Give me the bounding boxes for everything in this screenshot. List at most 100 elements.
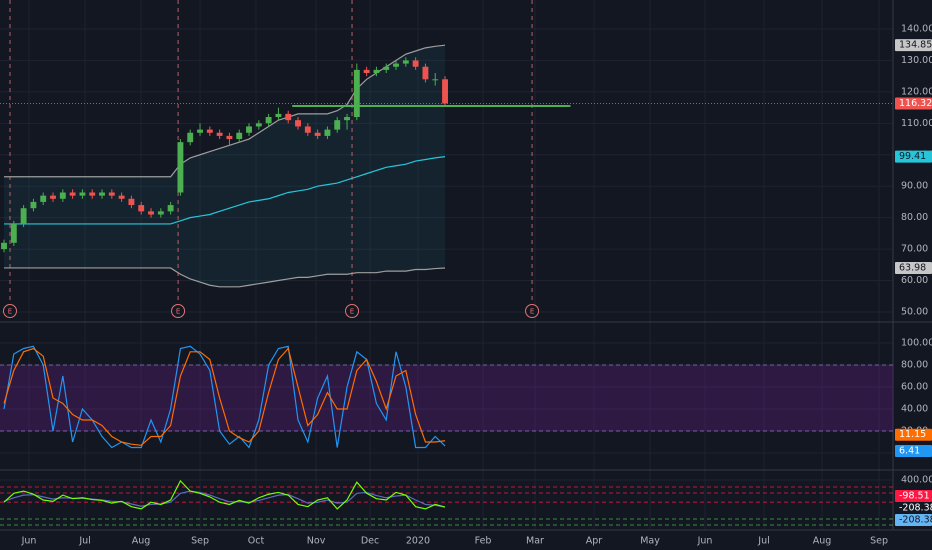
y-tick-label: 400.00 bbox=[901, 475, 932, 486]
price-badge-label: -98.51 bbox=[899, 491, 930, 502]
price-badge bbox=[895, 39, 932, 52]
y-tick-label: 90.00 bbox=[901, 181, 928, 192]
candle-body bbox=[50, 195, 56, 199]
event-label: E bbox=[350, 308, 354, 316]
price-badge bbox=[895, 150, 932, 163]
event-label: E bbox=[176, 308, 180, 316]
x-tick-label: Mar bbox=[526, 536, 544, 547]
candle-body bbox=[304, 126, 311, 133]
candle-body bbox=[177, 142, 184, 193]
candle-body bbox=[30, 201, 37, 209]
series-line bbox=[3, 347, 446, 446]
candle-body bbox=[128, 198, 135, 206]
x-tick-label: Jul bbox=[757, 536, 769, 547]
candle-body bbox=[187, 132, 194, 143]
series-line bbox=[3, 479, 446, 510]
y-tick-label: 140.00 bbox=[901, 23, 932, 34]
price-badge bbox=[895, 97, 932, 110]
candle-body bbox=[275, 113, 282, 118]
y-tick-label: 80.00 bbox=[901, 360, 928, 371]
y-tick-label: 120.00 bbox=[901, 86, 932, 97]
price-badge-label: -208.38 bbox=[899, 503, 932, 514]
candle-body bbox=[167, 205, 174, 212]
x-tick-label: Jul bbox=[78, 536, 90, 547]
event-marker bbox=[171, 304, 186, 318]
price-badge-label: -208.38 bbox=[899, 515, 932, 526]
x-tick-label: Aug bbox=[813, 536, 832, 547]
event-label: E bbox=[8, 308, 12, 316]
event-marker bbox=[345, 304, 360, 318]
y-tick-label: 60.00 bbox=[901, 275, 928, 286]
candle-body bbox=[59, 192, 66, 199]
x-tick-label: Sep bbox=[870, 536, 888, 547]
candle-body bbox=[1, 242, 7, 250]
x-tick-label: Feb bbox=[475, 536, 492, 547]
candle-body bbox=[69, 192, 76, 196]
band-line bbox=[4, 267, 446, 288]
y-tick-label: 100.00 bbox=[901, 337, 932, 348]
candle-body bbox=[157, 211, 164, 215]
candle-body bbox=[402, 60, 409, 64]
x-tick-label: Sep bbox=[191, 536, 209, 547]
candle-body bbox=[10, 223, 17, 243]
price-badge bbox=[895, 444, 932, 457]
candle-body bbox=[393, 63, 399, 67]
price-badge bbox=[895, 502, 932, 514]
candle-body bbox=[442, 79, 448, 104]
band-fill bbox=[4, 45, 446, 287]
candle-body bbox=[285, 113, 292, 121]
event-marker bbox=[2, 304, 17, 318]
y-tick-label: 70.00 bbox=[901, 244, 928, 255]
candle-body bbox=[118, 195, 125, 199]
price-badge bbox=[895, 262, 932, 275]
x-tick-label: Jun bbox=[21, 536, 37, 547]
candle-body bbox=[314, 132, 321, 136]
price-badge-label: 11.15 bbox=[899, 429, 926, 440]
candle-body bbox=[373, 69, 380, 74]
candle-body bbox=[20, 208, 27, 224]
candle-body bbox=[89, 192, 96, 196]
y-tick-label: 130.00 bbox=[901, 55, 932, 66]
price-badge-label: 134.85 bbox=[899, 40, 932, 51]
candle-body bbox=[197, 129, 203, 133]
candle-body bbox=[265, 117, 272, 124]
band-line bbox=[4, 44, 446, 178]
band-line bbox=[4, 156, 446, 225]
candle-body bbox=[295, 120, 301, 127]
x-tick-label: Jun bbox=[697, 536, 713, 547]
candle-body bbox=[412, 60, 419, 67]
candle-body bbox=[108, 192, 115, 196]
event-marker bbox=[525, 304, 540, 318]
candle-body bbox=[324, 129, 331, 136]
y-tick-label: 50.00 bbox=[901, 306, 928, 317]
candle-body bbox=[363, 69, 370, 74]
candle-body bbox=[99, 192, 105, 196]
price-badge-label: 99.41 bbox=[899, 151, 926, 162]
candle-body bbox=[344, 117, 350, 121]
event-label: E bbox=[530, 308, 534, 316]
price-badge-label: 6.41 bbox=[899, 445, 920, 456]
candle-body bbox=[138, 205, 145, 212]
candle-body bbox=[255, 123, 262, 127]
x-tick-label: May bbox=[640, 536, 660, 547]
candle-body bbox=[432, 79, 439, 81]
price-badge-label: 116.32 bbox=[899, 98, 932, 109]
candle-body bbox=[40, 195, 47, 202]
candle-body bbox=[422, 66, 429, 80]
candle-body bbox=[353, 69, 360, 118]
price-badge bbox=[895, 428, 932, 441]
candle-body bbox=[216, 132, 223, 136]
price-badge-label: 63.98 bbox=[899, 263, 926, 274]
x-tick-label: Dec bbox=[361, 536, 379, 547]
x-tick-label: Aug bbox=[132, 536, 151, 547]
x-tick-label: 2020 bbox=[406, 536, 430, 547]
x-tick-label: Apr bbox=[586, 536, 603, 547]
band-fill bbox=[0, 365, 893, 432]
candle-body bbox=[236, 132, 243, 140]
candle-body bbox=[383, 66, 390, 70]
candle-body bbox=[226, 135, 233, 140]
series-line bbox=[3, 345, 446, 449]
candle-body bbox=[148, 211, 154, 215]
